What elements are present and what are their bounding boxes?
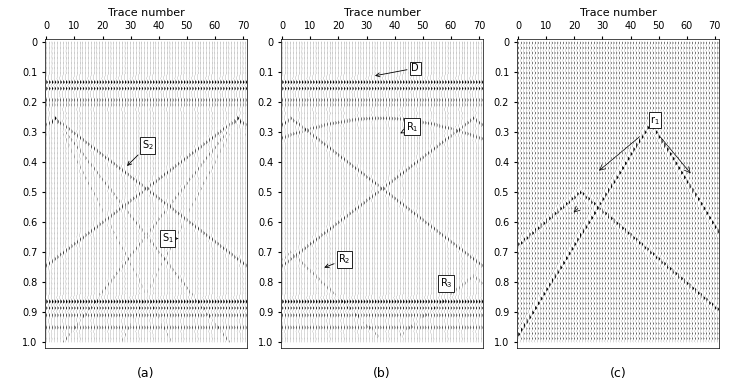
X-axis label: Trace number: Trace number <box>344 7 420 17</box>
Text: (a): (a) <box>137 367 155 380</box>
Text: R$_3$: R$_3$ <box>440 277 452 291</box>
X-axis label: Trace number: Trace number <box>108 7 184 17</box>
Text: (c): (c) <box>610 367 626 380</box>
Text: R$_2$: R$_2$ <box>325 253 351 268</box>
Text: S$_2$: S$_2$ <box>127 139 154 165</box>
Text: R$_1$: R$_1$ <box>401 120 419 134</box>
X-axis label: Trace number: Trace number <box>580 7 656 17</box>
Text: D: D <box>376 63 419 77</box>
Text: (b): (b) <box>373 367 391 380</box>
Text: r$_1$: r$_1$ <box>650 114 660 127</box>
Text: S$_1$: S$_1$ <box>162 231 178 245</box>
